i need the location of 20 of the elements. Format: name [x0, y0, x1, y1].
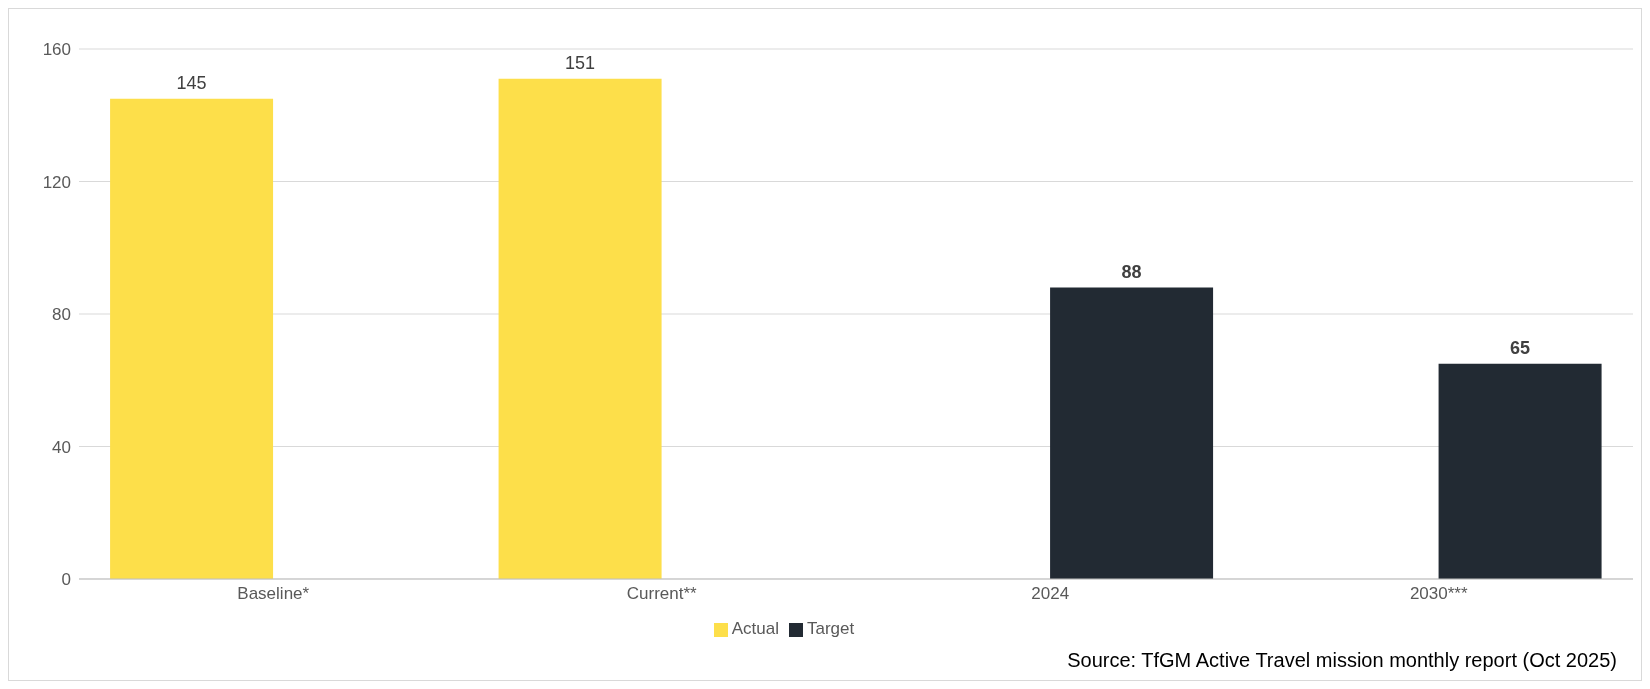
y-tick-label: 0	[61, 570, 71, 590]
data-label: 151	[565, 52, 596, 73]
bar	[498, 78, 662, 579]
y-tick-label: 160	[42, 40, 71, 60]
bar	[110, 98, 274, 579]
y-tick-label: 80	[52, 305, 71, 325]
legend-label: Target	[807, 619, 855, 638]
bar	[1438, 363, 1602, 579]
legend-label: Actual	[731, 619, 779, 638]
bar	[1050, 287, 1214, 579]
x-tick-label: 2024	[1031, 584, 1070, 604]
data-label: 65	[1510, 337, 1531, 358]
data-label: 88	[1121, 261, 1142, 282]
y-tick-label: 40	[52, 437, 71, 457]
x-tick-label: 2030***	[1409, 584, 1468, 604]
source-note: Source: TfGM Active Travel mission monthly report (Oct 2025)	[1067, 649, 1617, 672]
x-tick-label: Current**	[626, 584, 698, 604]
x-tick-label: Baseline*	[237, 584, 310, 604]
y-tick-label: 120	[42, 172, 71, 192]
data-label: 145	[176, 72, 207, 93]
